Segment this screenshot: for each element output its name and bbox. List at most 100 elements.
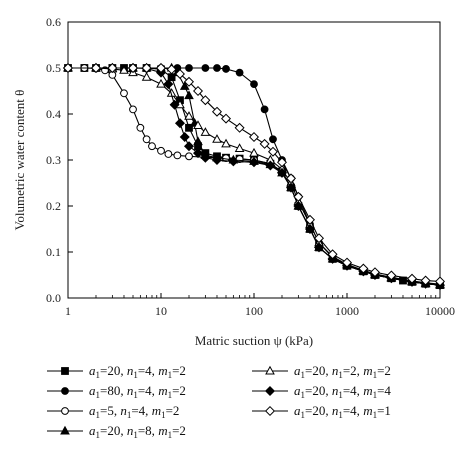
data-point [327, 249, 338, 260]
data-point [193, 148, 204, 159]
data-point [193, 136, 203, 146]
data-point [62, 62, 74, 74]
data-point [228, 156, 239, 167]
data-point [193, 120, 203, 129]
data-point [136, 123, 145, 132]
legend-label: a1=5, n1=4, m1=2 [89, 403, 179, 420]
data-point [200, 152, 211, 163]
y-axis-title: Volumetric water content θ [12, 90, 27, 231]
data-point [386, 270, 397, 281]
data-point [163, 79, 174, 90]
data-point [369, 267, 381, 278]
legend-marker [60, 425, 70, 435]
legend-label: a1=80, n1=4, m1=2 [89, 383, 186, 400]
legend: a1=20, n1=4, m1=2 a1=20, n1=2, m1=2 a1=80,… [47, 363, 391, 440]
legend-item-7: a1=20, n1=4, m1=1 [252, 403, 391, 420]
data-point [212, 134, 222, 143]
data-point [286, 173, 297, 184]
data-point [293, 191, 304, 202]
data-point [141, 62, 152, 74]
data-point [185, 64, 193, 72]
data-point [358, 263, 369, 274]
data-point [434, 276, 446, 287]
x-tick-label: 1 [65, 304, 71, 318]
data-point [174, 68, 185, 79]
data-point [250, 80, 258, 88]
y-tick-label: 0.3 [46, 153, 61, 167]
data-point [119, 65, 129, 74]
legend-item-6: a1=20, n1=4, m1=4 [252, 383, 391, 400]
legend-label: a1=20, n1=8, m1=2 [89, 423, 186, 440]
data-point [276, 167, 288, 178]
legend-marker [61, 387, 69, 395]
data-point [220, 113, 232, 124]
y-tick-label: 0.5 [46, 61, 61, 75]
legend-label: a1=20, n1=4, m1=1 [294, 403, 391, 420]
data-point [249, 147, 259, 157]
legend-item-2: a1=80, n1=4, m1=2 [47, 383, 186, 400]
legend-label: a1=20, n1=4, m1=4 [294, 383, 391, 400]
data-point [235, 68, 244, 77]
data-point [420, 275, 431, 286]
data-point [269, 135, 277, 144]
data-point [183, 76, 195, 87]
data-point [155, 62, 167, 74]
data-point [406, 273, 418, 284]
data-point [222, 65, 230, 73]
data-point [193, 85, 204, 97]
data-point [184, 90, 194, 100]
data-point [211, 106, 222, 117]
legend-marker [264, 405, 276, 417]
legend-item-4: a1=20, n1=8, m1=2 [47, 423, 186, 440]
data-point [156, 78, 166, 88]
series-7 [62, 62, 446, 287]
legend-label: a1=20, n1=2, m1=2 [294, 363, 391, 380]
data-point [234, 122, 245, 133]
legend-marker [61, 407, 69, 415]
data-point [267, 146, 278, 157]
data-point [248, 131, 260, 143]
y-tick-label: 0.6 [46, 15, 61, 29]
series-layer [62, 62, 446, 291]
data-point [166, 64, 177, 75]
legend-marker [61, 367, 69, 375]
axes: 1 10 100 1000 10000 0.0 0.1 0.2 0.3 0.4 0.5 0.6 [46, 15, 455, 318]
x-tick-label: 10 [155, 304, 167, 318]
legend-marker [265, 365, 275, 375]
data-point [174, 118, 185, 129]
data-point [90, 62, 102, 74]
x-axis-title: Matric suction ψ (kPa) [195, 333, 313, 348]
data-point [107, 62, 118, 74]
data-point [265, 160, 276, 171]
data-point [184, 111, 194, 120]
data-point [127, 62, 139, 74]
legend-item-3: a1=5, n1=4, m1=2 [47, 403, 179, 420]
data-point [141, 71, 152, 81]
legend-marker [264, 385, 276, 397]
data-point [260, 105, 269, 114]
data-point [148, 142, 156, 151]
data-point [185, 123, 193, 132]
data-point [276, 157, 288, 168]
data-point [304, 214, 315, 225]
y-tick-label: 0.2 [46, 199, 61, 213]
data-point [164, 150, 173, 158]
data-point [179, 81, 190, 90]
y-tick-label: 0.4 [46, 107, 61, 121]
data-point [142, 135, 151, 144]
data-point [120, 89, 128, 98]
data-point [313, 233, 325, 244]
legend-item-1: a1=20, n1=4, m1=2 [47, 363, 186, 380]
data-point [313, 242, 325, 253]
data-point [221, 138, 231, 148]
data-point [248, 157, 260, 168]
data-point [183, 141, 195, 152]
data-point [293, 200, 304, 212]
data-point [200, 95, 211, 106]
x-tick-label: 10000 [425, 304, 455, 318]
legend-label: a1=20, n1=4, m1=2 [89, 363, 186, 380]
data-point [169, 99, 180, 110]
data-point [185, 152, 193, 161]
